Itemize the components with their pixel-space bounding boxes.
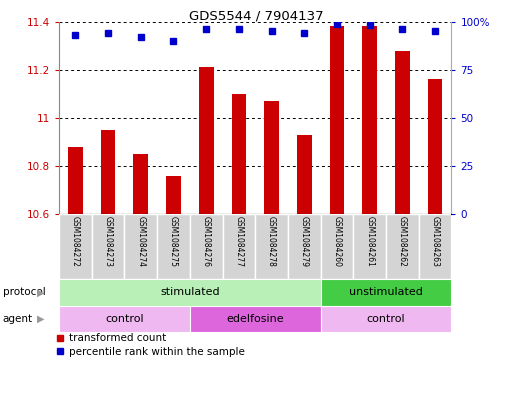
Text: edelfosine: edelfosine [226, 314, 284, 324]
Bar [190, 306, 321, 332]
Bar [297, 135, 311, 214]
Bar [68, 147, 83, 214]
Bar [59, 279, 321, 306]
Text: GDS5544 / 7904137: GDS5544 / 7904137 [189, 10, 324, 23]
Bar [353, 214, 386, 279]
Bar [428, 79, 442, 214]
Text: GSM1084275: GSM1084275 [169, 216, 178, 267]
Bar [133, 154, 148, 214]
Bar [362, 26, 377, 214]
Bar [101, 130, 115, 214]
Text: GSM1084278: GSM1084278 [267, 216, 276, 267]
Text: GSM1084274: GSM1084274 [136, 216, 145, 267]
Bar [321, 279, 451, 306]
Text: ▶: ▶ [37, 314, 45, 324]
Text: GSM1084277: GSM1084277 [234, 216, 243, 267]
Bar [190, 214, 223, 279]
Text: control: control [105, 314, 144, 324]
Text: stimulated: stimulated [160, 287, 220, 298]
Bar [124, 214, 157, 279]
Legend: transformed count, percentile rank within the sample: transformed count, percentile rank withi… [51, 329, 249, 361]
Text: GSM1084279: GSM1084279 [300, 216, 309, 267]
Bar [92, 214, 125, 279]
Bar [386, 214, 419, 279]
Bar [264, 101, 279, 214]
Bar [321, 214, 353, 279]
Bar [59, 214, 92, 279]
Text: protocol: protocol [3, 287, 45, 298]
Bar [231, 94, 246, 214]
Bar [59, 306, 190, 332]
Bar [330, 26, 344, 214]
Text: GSM1084273: GSM1084273 [104, 216, 112, 267]
Bar [288, 214, 321, 279]
Text: agent: agent [3, 314, 33, 324]
Text: control: control [367, 314, 405, 324]
Text: GSM1084260: GSM1084260 [332, 216, 342, 267]
Bar [419, 214, 451, 279]
Bar [157, 214, 190, 279]
Bar [166, 176, 181, 214]
Text: GSM1084276: GSM1084276 [202, 216, 211, 267]
Text: GSM1084263: GSM1084263 [430, 216, 440, 267]
Text: GSM1084262: GSM1084262 [398, 216, 407, 267]
Text: GSM1084272: GSM1084272 [71, 216, 80, 267]
Bar [223, 214, 255, 279]
Bar [255, 214, 288, 279]
Bar [199, 67, 213, 214]
Text: GSM1084261: GSM1084261 [365, 216, 374, 267]
Text: ▶: ▶ [37, 287, 45, 298]
Text: unstimulated: unstimulated [349, 287, 423, 298]
Bar [395, 51, 410, 214]
Bar [321, 306, 451, 332]
